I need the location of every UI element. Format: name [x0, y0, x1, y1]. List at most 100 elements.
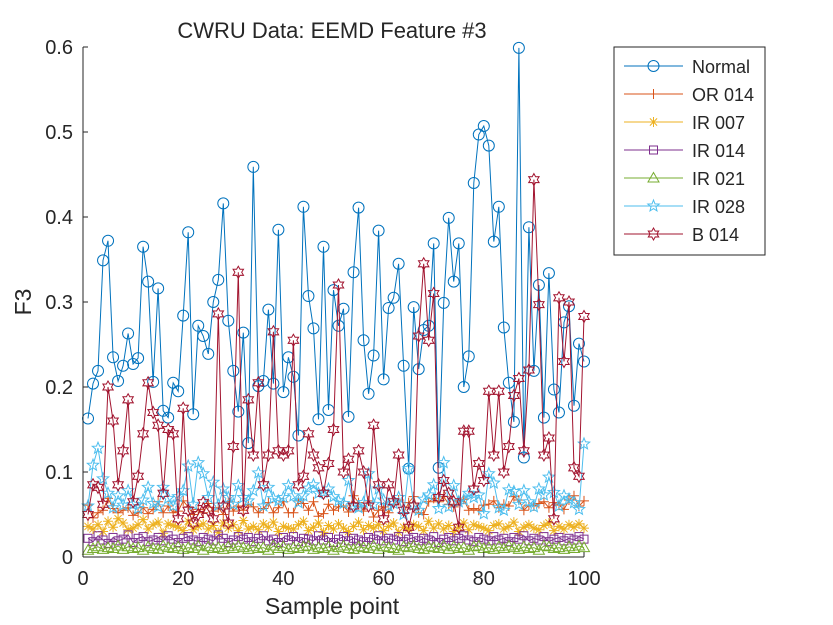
data-point: [163, 501, 174, 511]
data-point: [328, 505, 339, 516]
data-point: [352, 201, 365, 214]
legend-item: OR 014: [624, 85, 754, 105]
data-point: [386, 496, 401, 510]
data-point: [413, 521, 424, 532]
data-point: [402, 520, 415, 535]
data-point: [153, 517, 164, 528]
data-point: [182, 226, 195, 239]
data-point: [238, 534, 248, 544]
data-point: [257, 477, 270, 492]
data-point: [441, 499, 456, 513]
x-axis-label: Sample point: [265, 593, 400, 619]
data-point: [373, 519, 384, 530]
data-point: [392, 447, 405, 463]
data-point: [122, 392, 135, 407]
data-point: [369, 534, 379, 544]
data-point: [323, 520, 334, 531]
data-point: [512, 542, 526, 554]
data-point: [183, 532, 193, 542]
legend-label: OR 014: [692, 85, 754, 105]
data-point: [98, 526, 109, 537]
data-point: [487, 542, 501, 554]
data-point: [458, 518, 469, 528]
data-point: [449, 536, 459, 546]
data-point: [302, 426, 315, 441]
data-point: [543, 518, 554, 528]
data-point: [137, 426, 150, 441]
data-point: [432, 542, 446, 553]
series-line: [87, 179, 585, 530]
data-point: [439, 534, 449, 544]
data-point: [178, 533, 188, 543]
data-point: [191, 539, 205, 551]
data-point: [473, 521, 484, 532]
data-point: [171, 489, 186, 503]
data-point: [272, 223, 285, 236]
data-point: [328, 523, 339, 534]
data-point: [151, 499, 166, 513]
data-point: [457, 541, 471, 553]
data-point: [579, 495, 589, 506]
data-point: [467, 177, 480, 189]
data-point: [192, 319, 205, 332]
data-point: [262, 447, 275, 463]
data-point: [251, 542, 265, 553]
data-point: [131, 541, 145, 553]
data-point: [147, 405, 160, 420]
data-point: [263, 522, 274, 533]
data-point: [248, 501, 259, 512]
data-point: [352, 443, 365, 458]
data-point: [136, 492, 151, 506]
data-point: [487, 447, 500, 463]
data-point: [138, 532, 148, 542]
data-point: [287, 370, 300, 383]
data-point: [394, 532, 404, 542]
y-axis-label: F3: [10, 289, 36, 316]
data-point: [378, 525, 389, 536]
data-point: [557, 542, 571, 554]
data-point: [417, 256, 430, 271]
data-point: [107, 351, 120, 364]
data-point: [211, 541, 225, 553]
data-point: [536, 487, 551, 501]
data-point: [226, 542, 240, 553]
legend-item: IR 007: [624, 113, 745, 133]
data-point: [248, 521, 259, 532]
data-point: [372, 542, 385, 554]
data-point: [437, 539, 451, 551]
data-point: [118, 518, 129, 528]
data-point: [433, 518, 444, 529]
data-point: [288, 532, 298, 542]
data-point: [389, 535, 399, 545]
data-point: [532, 279, 545, 291]
data-point: [428, 523, 439, 534]
data-point: [422, 333, 435, 348]
data-point: [298, 498, 309, 509]
data-point: [546, 485, 561, 499]
data-point: [312, 460, 325, 475]
data-point: [116, 497, 131, 512]
data-point: [527, 541, 541, 553]
data-point: [143, 508, 154, 519]
data-point: [106, 500, 121, 514]
data-point: [317, 542, 330, 553]
data-point: [332, 319, 345, 332]
data-point: [513, 526, 524, 537]
data-point: [277, 540, 290, 552]
data-point: [483, 525, 494, 536]
data-point: [418, 525, 429, 536]
data-point: [151, 542, 165, 554]
data-point: [317, 486, 330, 501]
data-point: [252, 375, 265, 390]
legend-item: IR 014: [624, 141, 745, 161]
data-point: [349, 533, 359, 543]
data-point: [559, 536, 569, 546]
data-point: [364, 532, 374, 542]
data-point: [222, 314, 235, 327]
data-point: [113, 536, 123, 546]
data-point: [221, 490, 236, 504]
data-point: [497, 321, 510, 334]
y-tick-label: 0.1: [45, 462, 73, 484]
data-point: [216, 542, 230, 554]
data-point: [442, 211, 455, 224]
